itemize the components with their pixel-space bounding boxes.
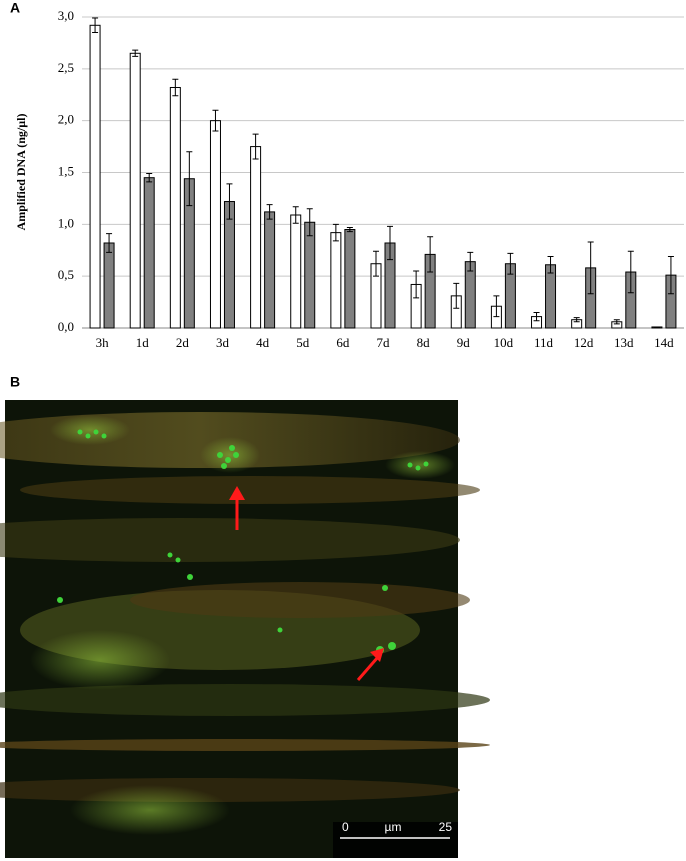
panel-label: A: [10, 0, 20, 16]
bar: [89, 24, 101, 329]
error-bar: [667, 255, 674, 295]
y-axis-label: Amplified DNA (ng/µl): [14, 114, 28, 231]
error-bar: [573, 317, 580, 323]
y-tick-label: 1,5: [58, 163, 74, 178]
error-bar: [346, 226, 353, 233]
bar: [103, 242, 115, 329]
bar: [330, 232, 342, 329]
error-bar: [226, 183, 233, 220]
bar: [264, 211, 276, 329]
bar: [223, 201, 235, 329]
bar: [129, 52, 141, 329]
scale-start: 0: [342, 820, 349, 834]
error-bar: [186, 151, 193, 207]
micrograph: 0 µm 25: [0, 400, 490, 858]
x-tick-label: 11d: [534, 335, 554, 350]
x-tick-label: 14d: [654, 335, 674, 350]
x-tick-label: 12d: [574, 335, 594, 350]
error-bar: [266, 204, 273, 220]
bar: [143, 177, 155, 329]
x-tick-label: 4d: [256, 335, 270, 350]
y-tick-label: 1,0: [58, 215, 74, 230]
x-tick-label: 9d: [457, 335, 471, 350]
error-bar: [467, 251, 474, 272]
error-bar: [587, 241, 594, 295]
bar: [209, 120, 221, 329]
bar: [169, 86, 181, 329]
x-tick-label: 8d: [417, 335, 431, 350]
error-bar: [627, 250, 634, 294]
x-tick-label: 1d: [136, 335, 150, 350]
x-tick-label: 2d: [176, 335, 190, 350]
x-tick-label: 13d: [614, 335, 634, 350]
scale-unit: µm: [385, 820, 402, 834]
y-tick-label: 2,0: [58, 112, 74, 127]
bar: [344, 229, 356, 329]
y-tick-label: 3,0: [58, 8, 74, 23]
scale-end: 25: [439, 820, 453, 834]
panel-label: B: [10, 374, 20, 390]
x-tick-label: 7d: [377, 335, 391, 350]
y-tick-label: 2,5: [58, 60, 74, 75]
error-bar: [146, 173, 153, 183]
bar: [304, 221, 316, 329]
error-bar: [547, 255, 554, 274]
error-bar: [493, 295, 500, 318]
error-bar: [106, 233, 113, 253]
error-bar: [292, 206, 299, 224]
error-bar: [373, 250, 379, 277]
x-tick-label: 6d: [336, 335, 350, 350]
error-bar: [306, 208, 313, 237]
x-tick-label: 10d: [494, 335, 514, 350]
plot: 0,0 0,5 1,0 1,5 2,0 2,5 3,0 3h 1d 2d 3d 4d 5d 6d 7d 8d 9…: [58, 8, 684, 350]
x-tick-label: 3h: [96, 335, 110, 350]
bar: [545, 264, 557, 329]
error-bar: [507, 252, 514, 275]
error-bar: [212, 109, 219, 132]
error-bar: [413, 270, 420, 299]
error-bar: [172, 78, 179, 97]
error-bar: [427, 236, 434, 273]
bar: [464, 261, 476, 329]
error-bar: [387, 225, 393, 261]
error-bar: [533, 311, 540, 322]
bar: [250, 146, 262, 329]
error-bar: [453, 282, 460, 309]
error-bar: [613, 319, 620, 325]
error-bar: [92, 17, 99, 34]
error-bar: [252, 133, 259, 160]
x-tick-label: 3d: [216, 335, 230, 350]
error-bar: [132, 49, 139, 57]
error-bar: [332, 223, 339, 242]
y-tick-label: 0,0: [58, 319, 74, 334]
bar: [290, 214, 302, 329]
y-tick-label: 0,5: [58, 267, 74, 282]
x-tick-label: 5d: [296, 335, 310, 350]
